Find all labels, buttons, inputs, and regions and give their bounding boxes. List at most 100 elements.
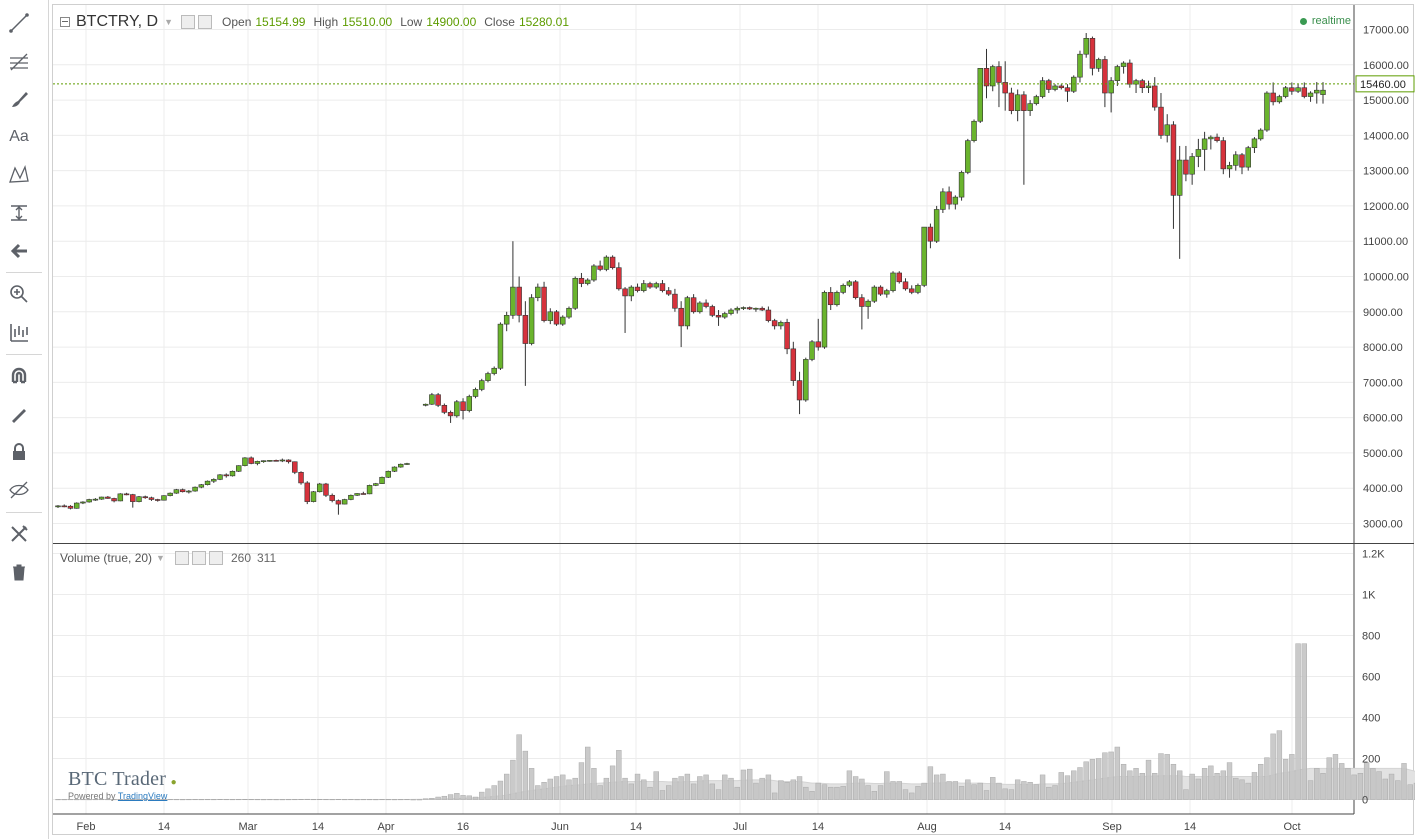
toolbar-separator xyxy=(6,354,42,355)
volume-gear-icon[interactable] xyxy=(191,551,206,565)
price-tick-label: 6000.00 xyxy=(1363,413,1403,425)
candle-up xyxy=(211,479,217,482)
candle-up xyxy=(1014,94,1021,111)
volume-bar xyxy=(796,776,803,800)
volume-bar xyxy=(1164,754,1170,800)
volume-bar xyxy=(1139,773,1145,800)
trash-icon[interactable] xyxy=(6,559,32,585)
candle-up xyxy=(1201,138,1208,150)
volume-dropdown-icon[interactable]: ▼ xyxy=(156,553,165,563)
candle-up xyxy=(628,286,635,297)
candle-down xyxy=(248,457,254,464)
volume-close-icon[interactable] xyxy=(208,551,223,565)
volume-bar xyxy=(1008,789,1015,800)
volume-bar xyxy=(1332,754,1339,800)
candle-down xyxy=(285,459,292,463)
time-tick-label: Aug xyxy=(917,821,937,833)
candle-up xyxy=(80,501,86,504)
candle-up xyxy=(528,297,535,344)
volume-bar xyxy=(410,799,416,801)
candle-down xyxy=(852,281,859,298)
symbol-dropdown-icon[interactable]: ▼ xyxy=(164,17,174,27)
candle-down xyxy=(1127,62,1133,85)
trend-line-icon[interactable] xyxy=(6,10,32,36)
volume-settings-icon[interactable] xyxy=(174,551,189,565)
volume-bar xyxy=(497,780,504,800)
candle-down xyxy=(771,320,778,327)
candle-up xyxy=(989,66,996,87)
volume-bar xyxy=(248,799,254,801)
bar-chart-icon[interactable] xyxy=(6,319,32,345)
volume-bar xyxy=(117,799,123,801)
brush-icon[interactable] xyxy=(6,86,32,112)
volume-bar xyxy=(1276,730,1283,800)
volume-bar xyxy=(454,793,460,800)
volume-bar xyxy=(466,795,472,800)
candle-down xyxy=(1058,85,1065,89)
candle-down xyxy=(105,496,111,499)
volume-tick-label: 400 xyxy=(1362,713,1380,725)
fib-retracement-icon[interactable] xyxy=(6,48,32,74)
drawing-toolbar: Aa xyxy=(0,0,49,839)
hide-drawings-icon[interactable] xyxy=(6,477,32,503)
candle-up xyxy=(1133,80,1139,85)
candle-up xyxy=(92,498,99,501)
collapse-toggle[interactable] xyxy=(60,17,70,27)
tradingview-link[interactable]: TradingView xyxy=(117,791,168,801)
volume-bar xyxy=(67,799,74,801)
volume-bar xyxy=(634,773,641,800)
candle-up xyxy=(591,265,597,281)
pattern-tool-icon[interactable] xyxy=(6,162,32,188)
settings-icon[interactable] xyxy=(181,15,196,29)
volume-bar xyxy=(360,799,367,801)
volume-bar xyxy=(560,774,566,800)
tools-icon[interactable] xyxy=(6,521,32,547)
volume-bar xyxy=(684,773,691,800)
candle-down xyxy=(877,286,884,295)
candle-up xyxy=(491,367,497,374)
volume-title[interactable]: Volume (true, 20) xyxy=(60,551,153,565)
zoom-in-icon[interactable] xyxy=(6,281,32,307)
gear-icon[interactable] xyxy=(198,15,213,29)
candle-down xyxy=(273,460,279,462)
time-tick-label: Jun xyxy=(551,821,569,833)
volume-bar xyxy=(148,799,155,801)
volume-bar xyxy=(1233,777,1239,800)
volume-bar xyxy=(416,799,423,801)
candle-up xyxy=(316,483,323,493)
volume-bar xyxy=(142,799,148,801)
lock-icon[interactable] xyxy=(6,439,32,465)
volume-bar xyxy=(130,799,136,801)
volume-bar xyxy=(435,796,441,800)
volume-bar xyxy=(958,786,965,800)
volume-bar xyxy=(1395,780,1401,800)
stay-in-draw-mode-icon[interactable] xyxy=(6,401,32,427)
volume-bar xyxy=(877,785,884,800)
candle-down xyxy=(67,505,74,509)
volume-bar xyxy=(728,777,734,800)
volume-bar xyxy=(1021,781,1027,800)
measure-icon[interactable] xyxy=(6,200,32,226)
text-tool-icon[interactable]: Aa xyxy=(6,124,32,150)
volume-bar xyxy=(790,779,797,800)
candle-down xyxy=(1170,124,1177,196)
toolbar-separator xyxy=(6,272,42,273)
volume-bar xyxy=(1083,761,1089,800)
volume-bar xyxy=(1052,785,1058,800)
candle-up xyxy=(740,307,747,309)
candle-up xyxy=(1039,80,1046,97)
volume-bar xyxy=(821,784,828,800)
volume-bar xyxy=(1208,765,1214,800)
volume-bar xyxy=(1289,754,1295,800)
volume-bar xyxy=(784,782,790,800)
symbol-name[interactable]: BTCTRY, D xyxy=(76,13,159,30)
time-tick-label: 14 xyxy=(158,821,170,833)
time-tick-label: 14 xyxy=(630,821,642,833)
back-arrow-icon[interactable] xyxy=(6,238,32,264)
time-tick-label: Oct xyxy=(1283,821,1300,833)
magnet-icon[interactable] xyxy=(6,363,32,389)
volume-bar xyxy=(535,785,541,800)
volume-bar xyxy=(323,799,329,801)
candle-up xyxy=(1314,89,1320,94)
